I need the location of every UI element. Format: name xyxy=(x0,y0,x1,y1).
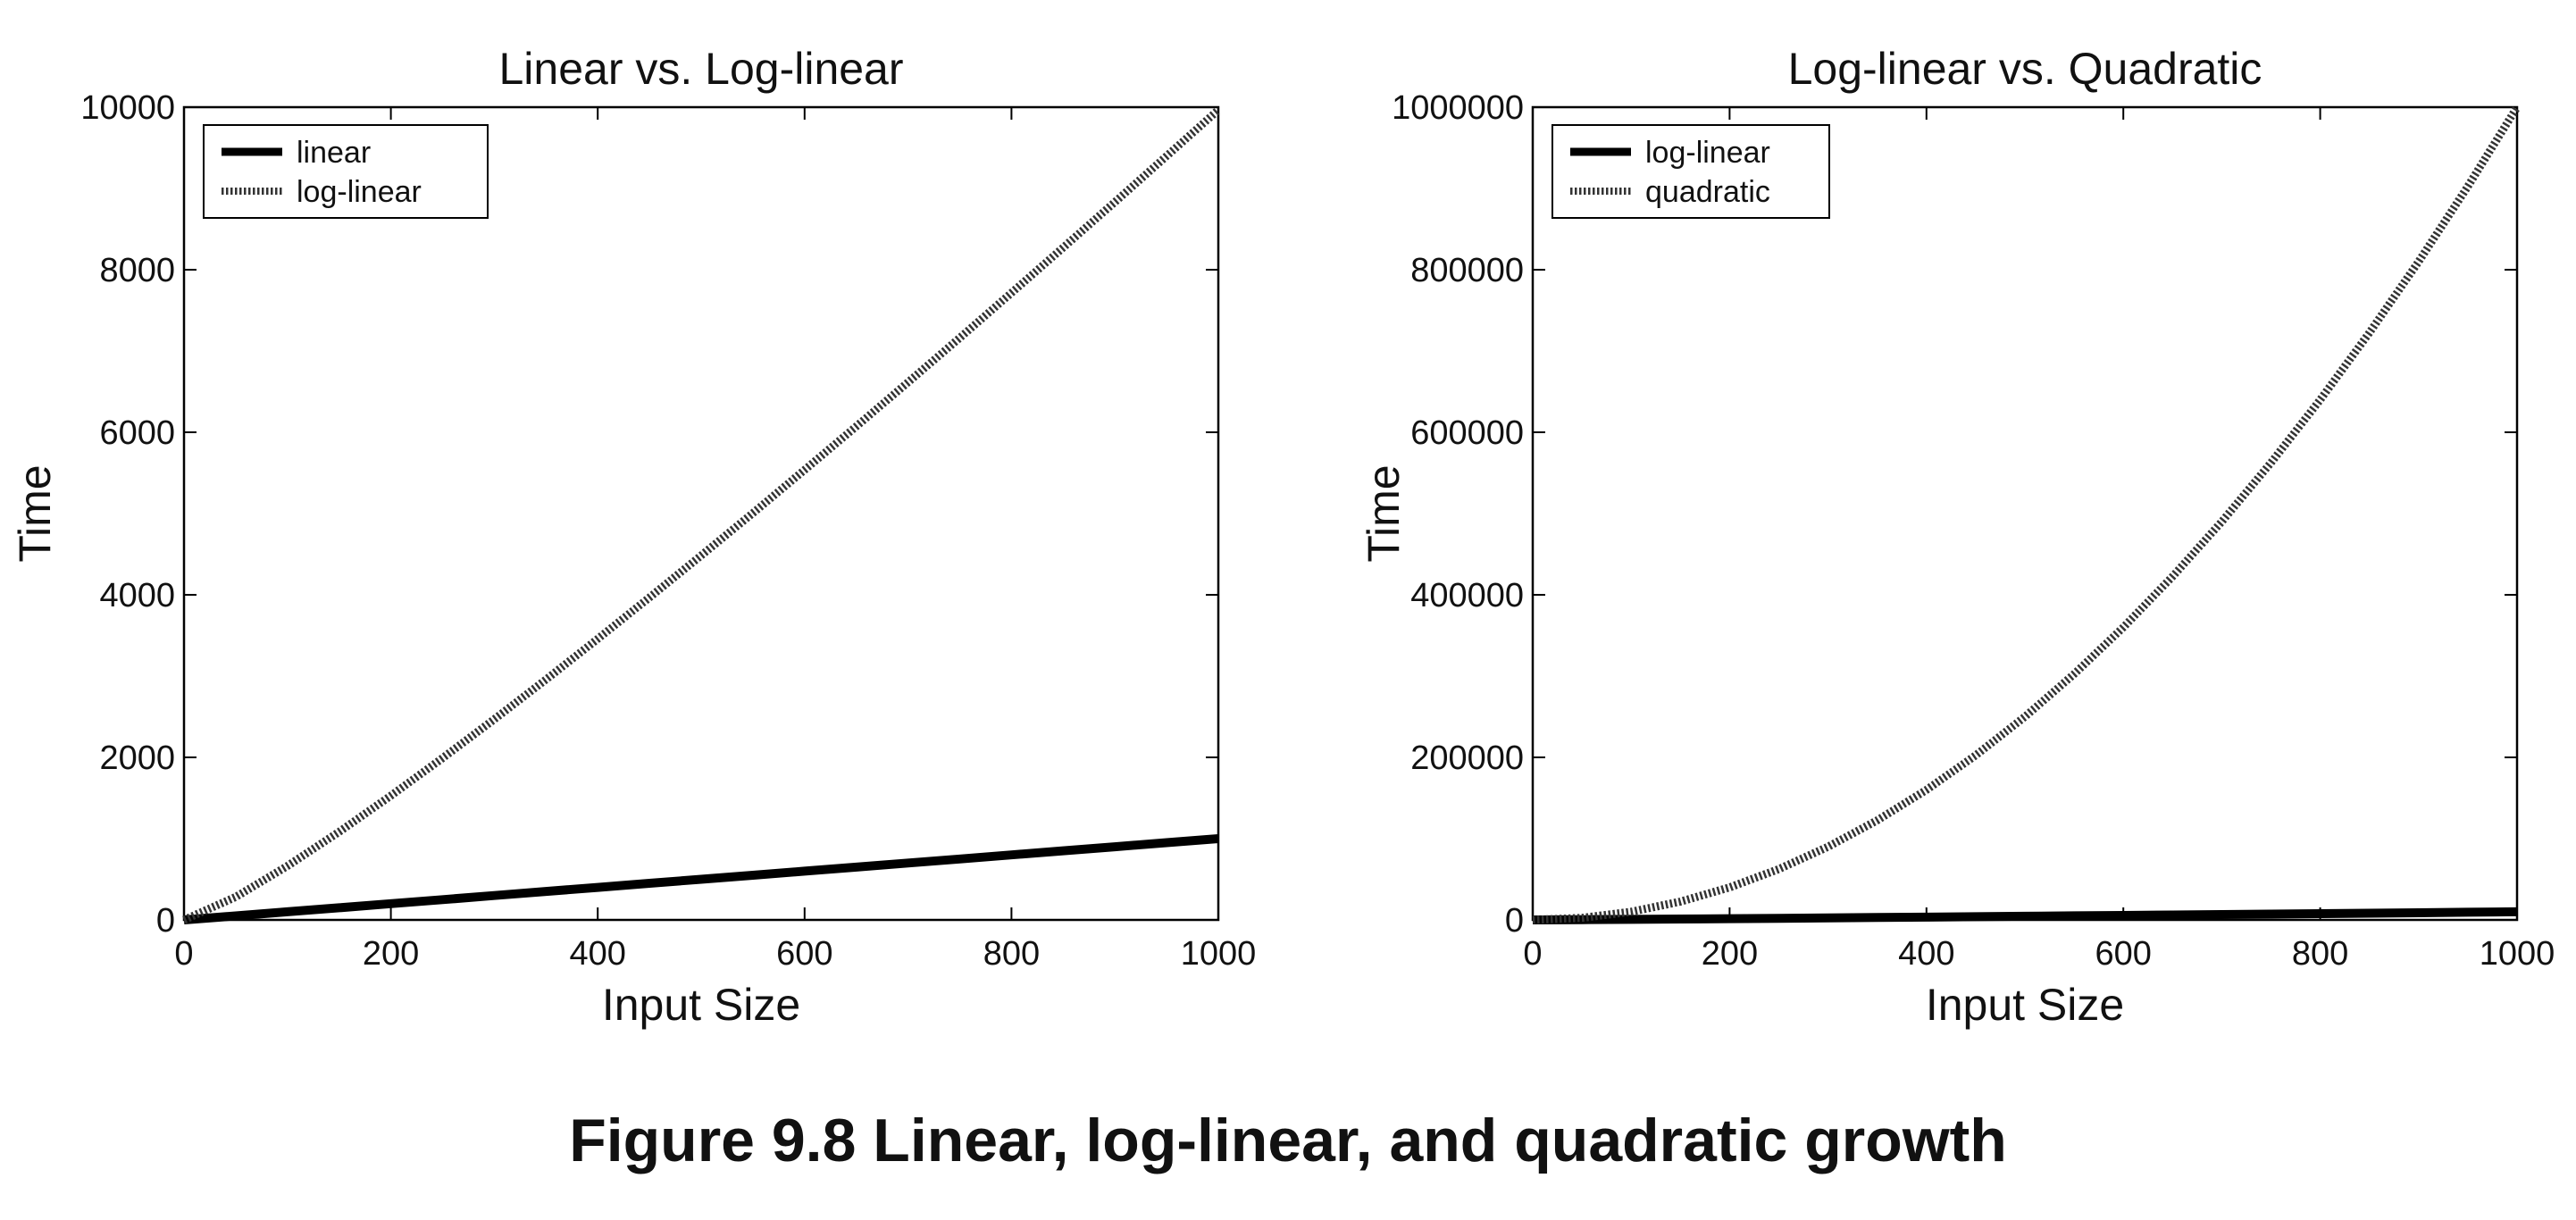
y-axis-label: Time xyxy=(1359,464,1409,562)
x-tick-label: 0 xyxy=(174,935,193,973)
y-tick-label: 4000 xyxy=(99,577,175,614)
legend-label: linear xyxy=(297,136,371,170)
x-tick-label: 800 xyxy=(983,935,1040,973)
x-tick-label: 400 xyxy=(1898,935,1954,973)
y-tick-label: 6000 xyxy=(99,414,175,452)
y-tick-label: 2000 xyxy=(99,740,175,777)
chart-loglinear-vs-quadratic: Log-linear vs. Quadratic 0 200 400 600 800 100… xyxy=(1359,44,2555,1030)
y-tick-label: 8000 xyxy=(99,252,175,289)
legend-label: log-linear xyxy=(1645,136,1770,170)
series-line-log-linear xyxy=(1532,907,2518,924)
plot-frame xyxy=(1531,105,2519,922)
y-tick-label: 1000000 xyxy=(1392,89,1524,127)
y-tick-label: 600000 xyxy=(1410,414,1524,452)
x-tick-label: 800 xyxy=(2292,935,2348,973)
x-tick-label: 600 xyxy=(2095,935,2151,973)
figure-caption: Figure 9.8 Linear, log-linear, and quadr… xyxy=(569,1107,2007,1174)
x-tick-label: 1000 xyxy=(1181,935,1257,973)
x-tick-label: 0 xyxy=(1523,935,1542,973)
legend-label: log-linear xyxy=(297,175,422,209)
series-line-log-linear xyxy=(182,106,1221,924)
plot-frame xyxy=(182,105,1220,922)
y-tick-label: 400000 xyxy=(1410,577,1524,614)
legend-box xyxy=(1551,124,1830,219)
series-line-linear xyxy=(183,834,1219,924)
series-line-quadratic xyxy=(1532,104,2521,924)
x-tick-label: 200 xyxy=(363,935,419,973)
x-tick-label: 600 xyxy=(776,935,832,973)
y-tick-label: 800000 xyxy=(1410,252,1524,289)
legend-box xyxy=(203,124,489,219)
chart-title: Log-linear vs. Quadratic xyxy=(1788,44,2262,94)
x-axis-label: Input Size xyxy=(602,980,800,1030)
y-tick-label: 10000 xyxy=(80,89,175,127)
legend-label: quadratic xyxy=(1645,175,1770,209)
x-tick-label: 400 xyxy=(569,935,625,973)
x-axis-label: Input Size xyxy=(1926,980,2124,1030)
x-tick-label: 200 xyxy=(1702,935,1758,973)
y-tick-label: 0 xyxy=(156,902,175,940)
y-axis-label: Time xyxy=(10,464,60,562)
x-tick-label: 1000 xyxy=(2480,935,2555,973)
y-tick-label: 0 xyxy=(1505,902,1524,940)
y-tick-label: 200000 xyxy=(1410,740,1524,777)
chart-title: Linear vs. Log-linear xyxy=(498,44,903,94)
